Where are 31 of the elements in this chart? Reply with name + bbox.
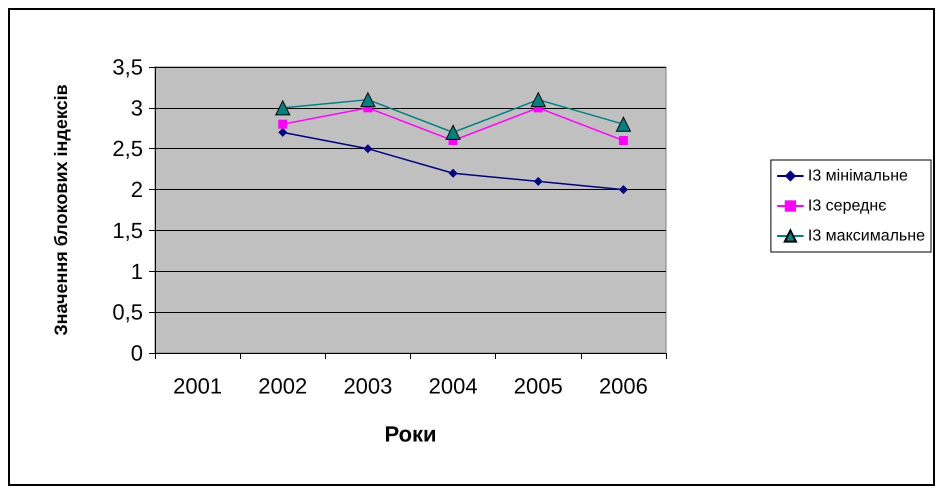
point: [275, 100, 290, 116]
legend-label: І3 мінімальне: [808, 168, 908, 184]
point: [278, 120, 288, 129]
point: [618, 136, 628, 146]
y-tick-label: 2,5: [112, 136, 143, 162]
y-tick-label: 1,5: [112, 218, 143, 243]
y-tick-label: 0: [130, 340, 143, 366]
y-tick-label: 3,5: [112, 54, 143, 80]
legend-label: І3 максимальне: [808, 228, 926, 244]
x-tick-label: 2003: [343, 374, 392, 398]
point: [448, 168, 458, 178]
point: [363, 144, 372, 154]
x-tick-label: 2005: [514, 374, 563, 398]
point: [530, 92, 546, 108]
point: [534, 176, 543, 186]
point: [278, 128, 288, 137]
y-tick-label: 3: [130, 95, 143, 120]
x-tick-label: 2001: [173, 374, 222, 398]
x-tick-label: 2006: [598, 374, 648, 398]
point: [446, 124, 461, 140]
x-tick-label: 2004: [428, 374, 478, 398]
point: [618, 185, 628, 194]
legend-label: І3 середнє: [808, 198, 886, 214]
x-axis-title: Роки: [384, 422, 437, 446]
point: [616, 116, 631, 132]
y-tick-label: 2: [130, 177, 143, 202]
y-tick-label: 0,5: [112, 300, 143, 325]
x-tick-label: 2002: [258, 374, 308, 398]
y-tick-label: 1: [130, 258, 143, 284]
point: [360, 92, 376, 108]
y-axis-title: Значення блокових індексів: [51, 84, 71, 336]
